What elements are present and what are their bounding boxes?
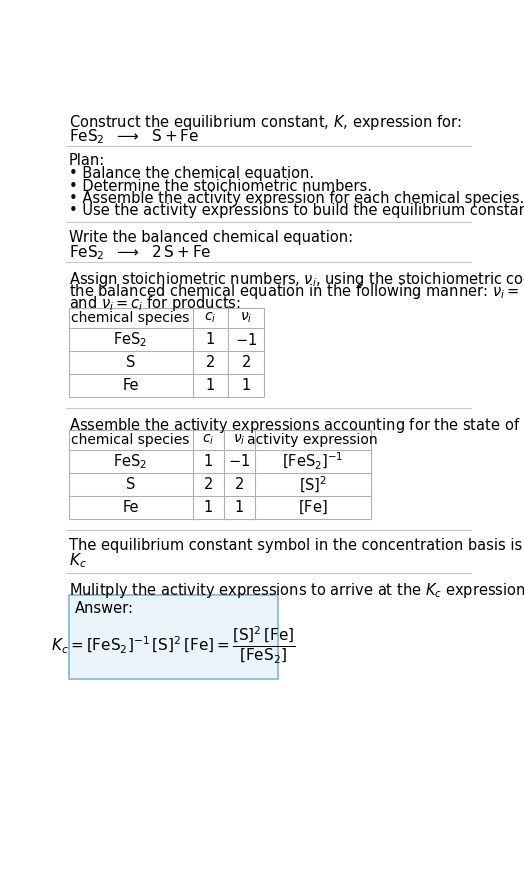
Text: 1: 1 xyxy=(206,379,215,394)
Text: $\mathrm{FeS_2}$  $\longrightarrow$  $2\,\mathrm{S} + \mathrm{Fe}$: $\mathrm{FeS_2}$ $\longrightarrow$ $2\,\… xyxy=(69,244,211,263)
Text: Mulitply the activity expressions to arrive at the $K_c$ expression:: Mulitply the activity expressions to arr… xyxy=(69,580,524,600)
Text: $-1$: $-1$ xyxy=(228,454,250,470)
Text: $K_c$: $K_c$ xyxy=(69,552,86,570)
Text: 2: 2 xyxy=(203,477,213,492)
Text: The equilibrium constant symbol in the concentration basis is:: The equilibrium constant symbol in the c… xyxy=(69,538,524,553)
Bar xyxy=(69,308,264,397)
Text: 1: 1 xyxy=(203,454,213,469)
Text: $-1$: $-1$ xyxy=(235,331,257,347)
Text: $[\mathrm{Fe}]$: $[\mathrm{Fe}]$ xyxy=(298,499,328,516)
Text: Assemble the activity expressions accounting for the state of matter and $\nu_i$: Assemble the activity expressions accoun… xyxy=(69,416,524,435)
Text: chemical species: chemical species xyxy=(71,433,190,446)
Text: • Assemble the activity expression for each chemical species.: • Assemble the activity expression for e… xyxy=(69,191,524,206)
Text: $c_i$: $c_i$ xyxy=(204,311,216,325)
Text: Fe: Fe xyxy=(122,500,139,515)
Text: Construct the equilibrium constant, $K$, expression for:: Construct the equilibrium constant, $K$,… xyxy=(69,113,461,132)
Text: $\nu_i$: $\nu_i$ xyxy=(233,432,245,447)
Text: Fe: Fe xyxy=(122,379,139,394)
Text: $\mathrm{FeS_2}$: $\mathrm{FeS_2}$ xyxy=(114,452,148,471)
FancyBboxPatch shape xyxy=(69,595,278,680)
Text: • Balance the chemical equation.: • Balance the chemical equation. xyxy=(69,166,314,181)
Text: $c_i$: $c_i$ xyxy=(202,432,214,447)
Text: activity expression: activity expression xyxy=(247,433,378,446)
Text: $[\mathrm{S}]^2$: $[\mathrm{S}]^2$ xyxy=(299,474,327,495)
Text: S: S xyxy=(126,477,135,492)
Text: Write the balanced chemical equation:: Write the balanced chemical equation: xyxy=(69,230,353,245)
Text: and $\nu_i = c_i$ for products:: and $\nu_i = c_i$ for products: xyxy=(69,295,241,313)
Text: Plan:: Plan: xyxy=(69,154,105,169)
Text: 1: 1 xyxy=(242,379,250,394)
Text: • Determine the stoichiometric numbers.: • Determine the stoichiometric numbers. xyxy=(69,179,372,194)
Text: Assign stoichiometric numbers, $\nu_i$, using the stoichiometric coefficients, $: Assign stoichiometric numbers, $\nu_i$, … xyxy=(69,270,524,288)
Text: 2: 2 xyxy=(234,477,244,492)
Text: $\mathrm{FeS_2}$: $\mathrm{FeS_2}$ xyxy=(114,330,148,349)
Text: 2: 2 xyxy=(206,355,215,371)
Text: $K_c = [\mathrm{FeS_2}]^{-1}\,[\mathrm{S}]^2\,[\mathrm{Fe}] = \dfrac{[\mathrm{S}: $K_c = [\mathrm{FeS_2}]^{-1}\,[\mathrm{S… xyxy=(51,624,296,665)
Text: 1: 1 xyxy=(203,500,213,515)
Text: • Use the activity expressions to build the equilibrium constant expression.: • Use the activity expressions to build … xyxy=(69,204,524,219)
Text: Answer:: Answer: xyxy=(75,601,134,616)
Bar xyxy=(69,430,371,519)
Text: chemical species: chemical species xyxy=(71,311,190,325)
Text: $\nu_i$: $\nu_i$ xyxy=(240,311,252,325)
Text: 1: 1 xyxy=(234,500,244,515)
Text: the balanced chemical equation in the following manner: $\nu_i = -c_i$ for react: the balanced chemical equation in the fo… xyxy=(69,282,524,301)
Text: S: S xyxy=(126,355,135,371)
Text: $[\mathrm{FeS_2}]^{-1}$: $[\mathrm{FeS_2}]^{-1}$ xyxy=(282,451,343,472)
Text: 1: 1 xyxy=(206,332,215,347)
Text: 2: 2 xyxy=(242,355,251,371)
Text: $\mathrm{FeS_2}$  $\longrightarrow$  $\mathrm{S + Fe}$: $\mathrm{FeS_2}$ $\longrightarrow$ $\mat… xyxy=(69,127,199,146)
